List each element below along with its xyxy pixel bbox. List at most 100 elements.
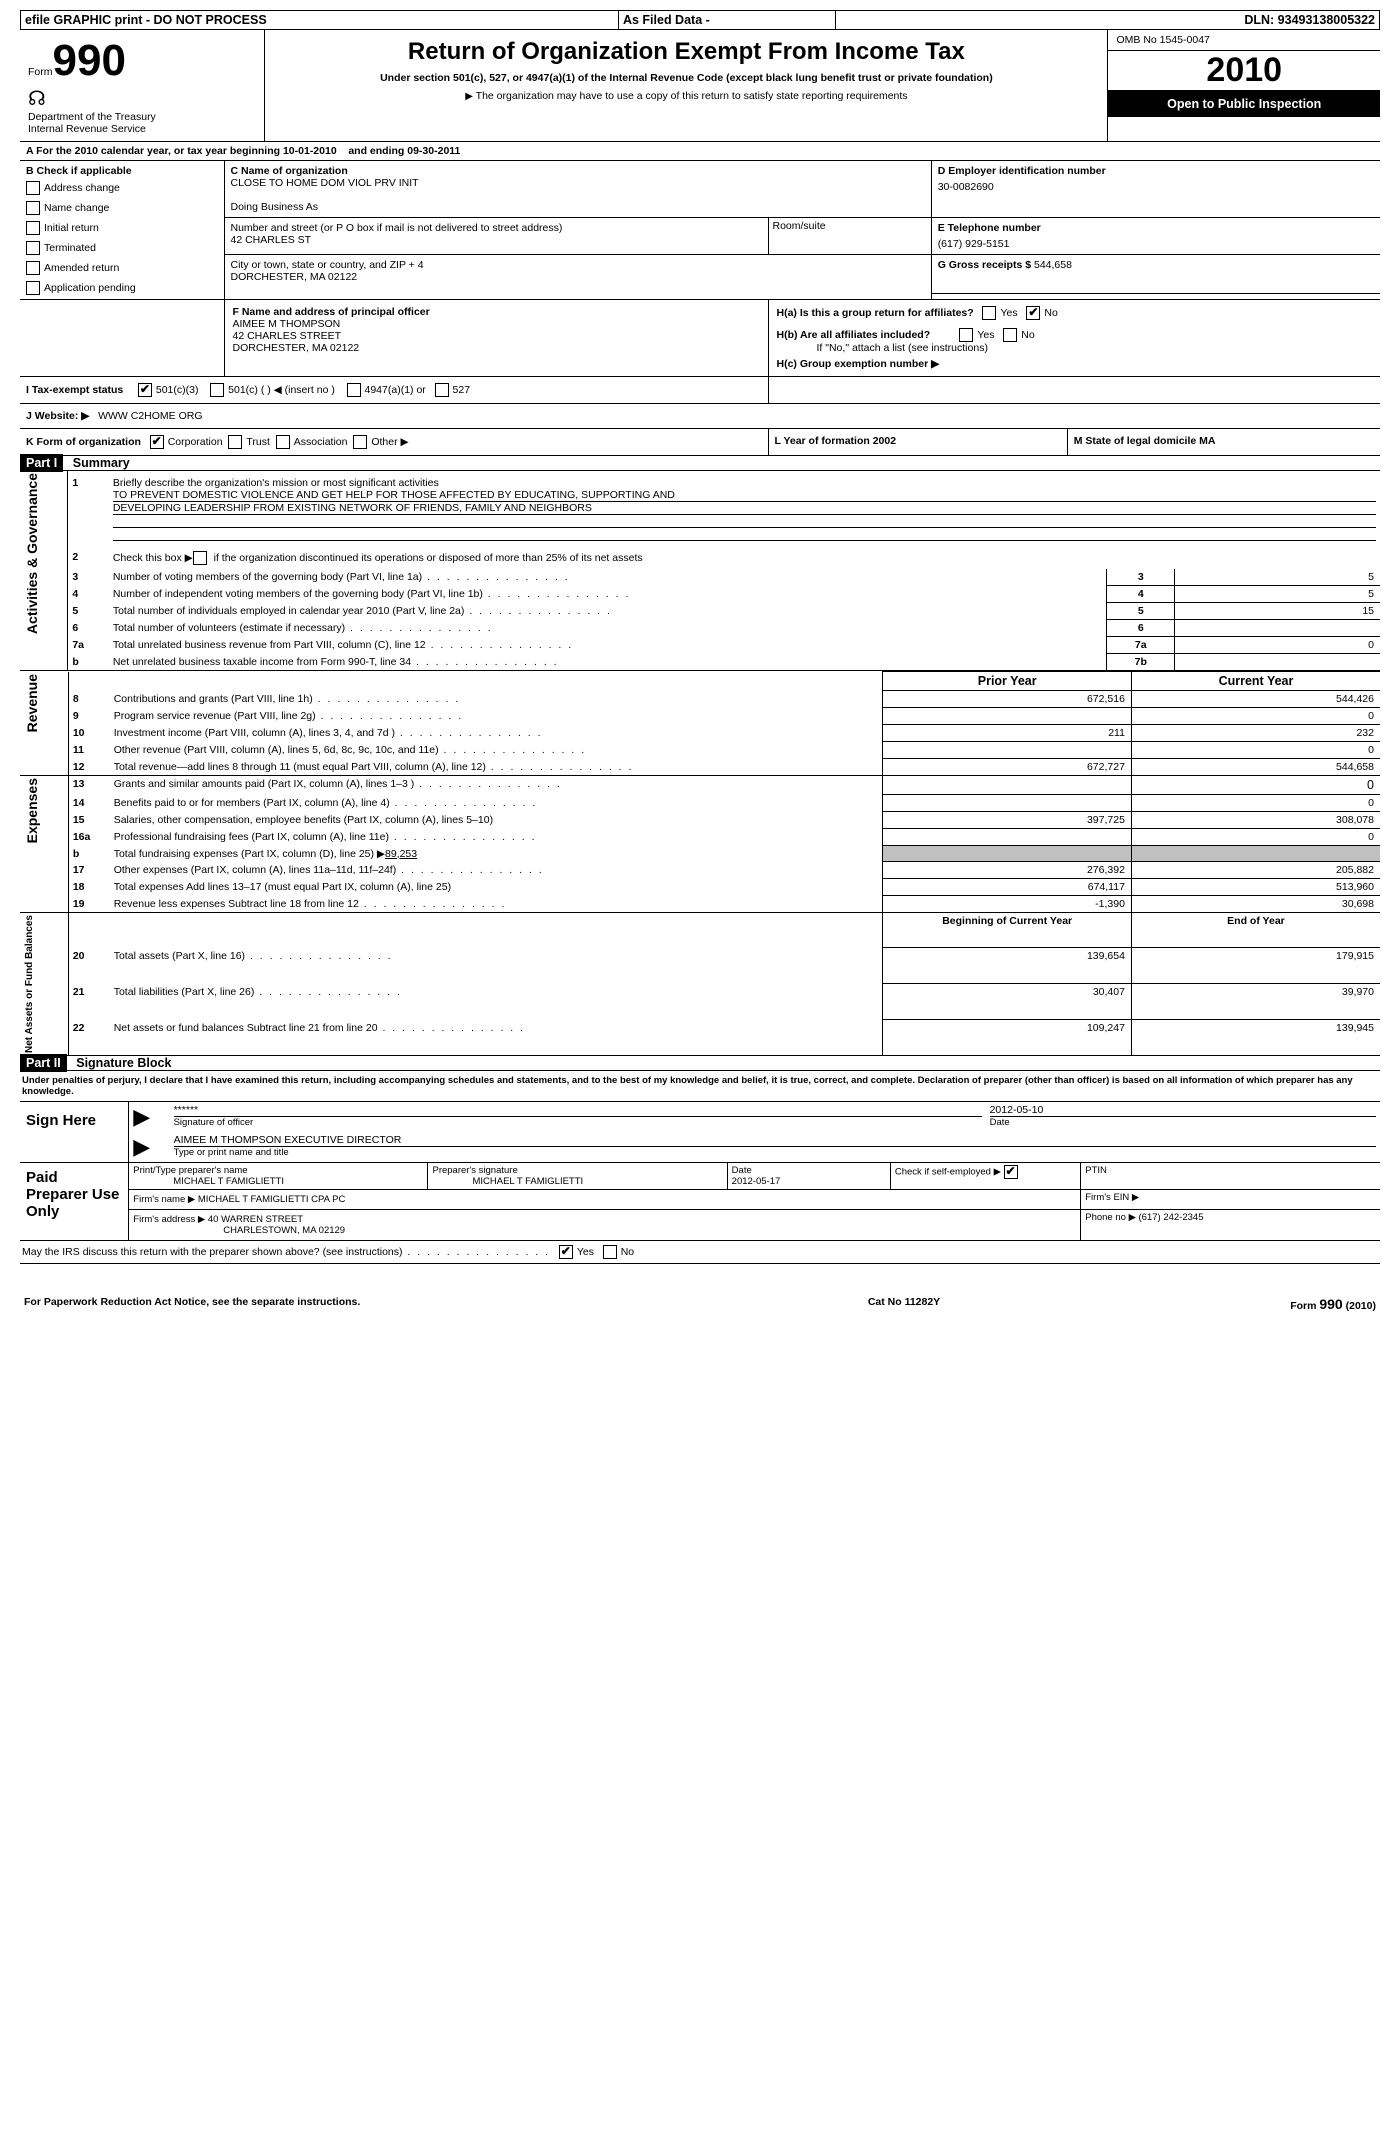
opt-pending: Application pending [44, 282, 136, 294]
opt-address: Address change [44, 182, 120, 194]
chk-501c3[interactable] [138, 383, 152, 397]
sign-arrow1: ▶ [129, 1102, 170, 1132]
r11-num: 11 [68, 742, 109, 759]
e16b-link[interactable]: 89,253 [385, 848, 417, 860]
mission-a: TO PREVENT DOMESTIC VIOLENCE AND GET HEL… [113, 489, 1376, 502]
r8-c: 544,426 [1131, 691, 1380, 708]
side-ag: Activities & Governance [24, 473, 40, 634]
hdr-boy: Beginning of Current Year [883, 913, 1132, 948]
tax-year: 2010 [1108, 51, 1380, 91]
pt-label: Print/Type preparer's name [133, 1165, 423, 1176]
r12-c: 544,658 [1131, 759, 1380, 776]
r11-c: 0 [1131, 742, 1380, 759]
hb-note: If "No," attach a list (see instructions… [817, 342, 1373, 354]
e19-num: 19 [68, 896, 109, 913]
g7a-box: 7a [1107, 637, 1175, 654]
g5-box: 5 [1107, 603, 1175, 620]
irs: Internal Revenue Service [28, 123, 256, 135]
chk-name[interactable] [26, 201, 40, 215]
sign-arrow2: ▶ [129, 1132, 170, 1163]
q2-num: 2 [68, 547, 109, 569]
e15-num: 15 [68, 812, 109, 829]
discuss-yes[interactable] [559, 1245, 573, 1259]
city-value: DORCHESTER, MA 02122 [231, 271, 925, 283]
side-rev: Revenue [24, 674, 40, 732]
n22-p: 109,247 [883, 1020, 1132, 1056]
chk-other[interactable] [353, 435, 367, 449]
omb: OMB No 1545-0047 [1108, 30, 1380, 51]
e17-p: 276,392 [883, 862, 1132, 879]
e18-p: 674,117 [883, 879, 1132, 896]
opt-527: 527 [453, 384, 471, 396]
chk-trust[interactable] [228, 435, 242, 449]
gross-value: 544,658 [1034, 259, 1072, 271]
row-i: I Tax-exempt status 501(c)(3) 501(c) ( )… [20, 377, 1380, 404]
e14-c: 0 [1131, 795, 1380, 812]
r10-text: Investment income (Part VIII, column (A)… [114, 727, 543, 739]
e16a-c: 0 [1131, 829, 1380, 846]
g6-num: 6 [68, 620, 109, 637]
ein-value: 30-0082690 [938, 181, 1374, 193]
no-1: No [1044, 307, 1057, 319]
n21-p: 30,407 [883, 984, 1132, 1020]
chk-address[interactable] [26, 181, 40, 195]
return-title: Return of Organization Exempt From Incom… [273, 38, 1099, 66]
chk-pending[interactable] [26, 281, 40, 295]
hdr-current: Current Year [1131, 672, 1380, 691]
n22-num: 22 [68, 1020, 109, 1056]
chk-discontinued[interactable] [193, 551, 207, 565]
hb-yes[interactable] [959, 328, 973, 342]
chk-terminated[interactable] [26, 241, 40, 255]
discuss-no[interactable] [603, 1245, 617, 1259]
faddr: 40 WARREN STREET [208, 1214, 303, 1225]
n21-text: Total liabilities (Part X, line 26) [114, 986, 402, 998]
e13-c: 0 [1131, 776, 1380, 795]
chk-amended[interactable] [26, 261, 40, 275]
r9-c: 0 [1131, 708, 1380, 725]
sig-label: Signature of officer [174, 1117, 982, 1128]
q1-text: Briefly describe the organization's miss… [113, 477, 1376, 489]
hb-label: H(b) Are all affiliates included? [777, 329, 931, 341]
r8-num: 8 [68, 691, 109, 708]
box-g-label: G Gross receipts $ [938, 259, 1031, 271]
part1-tag: Part I [20, 454, 63, 472]
open-inspection: Open to Public Inspection [1108, 91, 1380, 117]
g5-val: 15 [1175, 603, 1380, 620]
k-label: K Form of organization [26, 436, 141, 448]
chk-self[interactable] [1004, 1165, 1018, 1179]
r10-p: 211 [883, 725, 1132, 742]
form-990: 990 [53, 36, 126, 85]
type-label: Type or print name and title [174, 1147, 1376, 1158]
expenses-block: Expenses 13Grants and similar amounts pa… [20, 776, 1380, 913]
r9-text: Program service revenue (Part VIII, line… [114, 710, 463, 722]
g7a-num: 7a [68, 637, 109, 654]
chk-initial[interactable] [26, 221, 40, 235]
opt-trust: Trust [246, 436, 270, 448]
ha-no[interactable] [1026, 306, 1040, 320]
state-domicile: M State of legal domicile MA [1074, 435, 1216, 447]
hb-no[interactable] [1003, 328, 1017, 342]
irs-discuss-row: May the IRS discuss this return with the… [20, 1241, 1380, 1264]
hdr-prior: Prior Year [883, 672, 1132, 691]
q2-text: Check this box ▶ [113, 552, 193, 564]
chk-527[interactable] [435, 383, 449, 397]
g3-val: 5 [1175, 569, 1380, 586]
officer-group-block: F Name and address of principal officer … [20, 300, 1380, 377]
chk-corp[interactable] [150, 435, 164, 449]
no-2: No [1021, 329, 1034, 341]
chk-501c[interactable] [210, 383, 224, 397]
box-c-label: C Name of organization [231, 165, 925, 177]
g4-val: 5 [1175, 586, 1380, 603]
chk-assoc[interactable] [276, 435, 290, 449]
g7b-val [1175, 654, 1380, 671]
box-d-label: D Employer identification number [938, 165, 1374, 177]
page-footer: For Paperwork Reduction Act Notice, see … [20, 1294, 1380, 1314]
r9-num: 9 [68, 708, 109, 725]
dept: Department of the Treasury [28, 111, 256, 123]
sub2: The organization may have to use a copy … [273, 90, 1099, 102]
e13-text: Grants and similar amounts paid (Part IX… [114, 778, 562, 790]
i-label: I Tax-exempt status [26, 384, 123, 396]
ha-yes[interactable] [982, 306, 996, 320]
g7a-val: 0 [1175, 637, 1380, 654]
chk-4947[interactable] [347, 383, 361, 397]
